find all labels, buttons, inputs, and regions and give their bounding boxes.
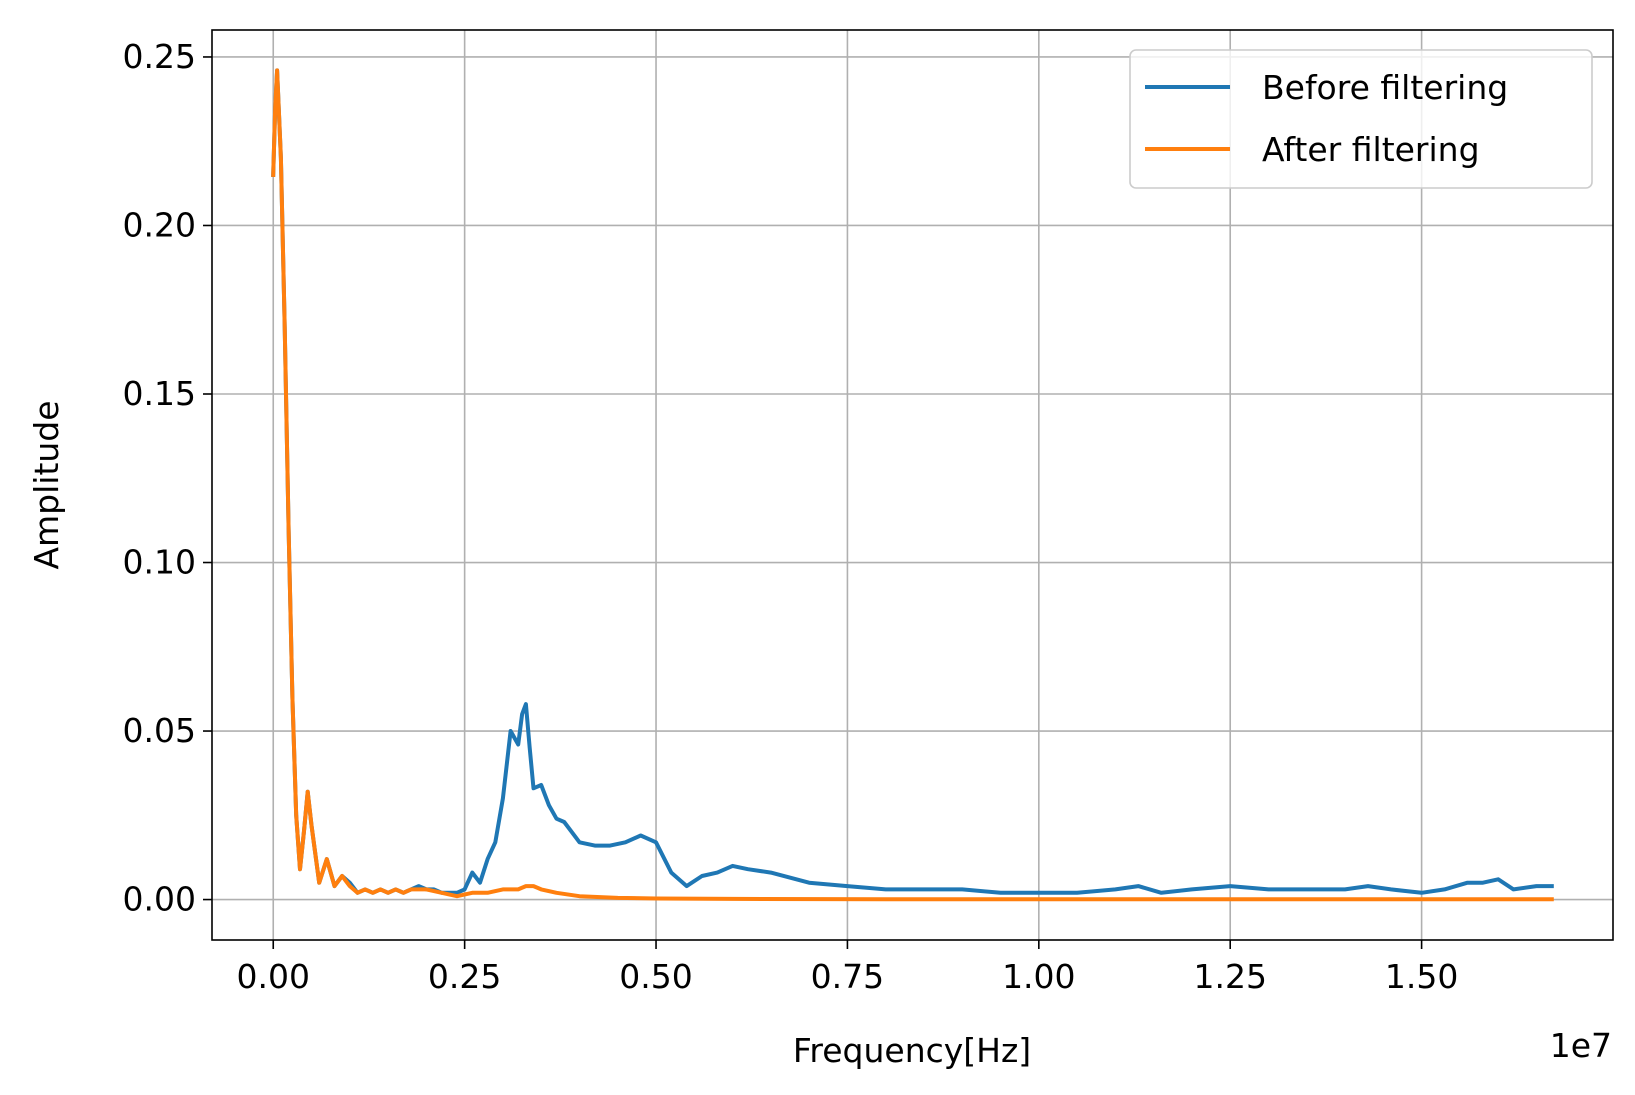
x-tick-label: 1.00	[1002, 957, 1075, 996]
x-axis-label: Frequency[Hz]	[793, 1031, 1031, 1070]
y-tick-label: 0.15	[123, 374, 196, 413]
legend-label-after-filtering: After filtering	[1262, 130, 1480, 169]
y-tick-label: 0.05	[123, 711, 196, 750]
y-axis-ticks: 0.00 0.05 0.10 0.15 0.20 0.25	[123, 37, 212, 919]
plot-frame	[211, 29, 1614, 941]
y-tick-label: 0.00	[123, 880, 196, 919]
legend: Before filtering After filtering	[1129, 49, 1593, 189]
y-axis-label: Amplitude	[27, 400, 66, 569]
y-tick-label: 0.20	[123, 205, 196, 244]
x-tick-label: 0.50	[619, 957, 692, 996]
plot-series	[271, 68, 1554, 902]
x-tick-label: 1.25	[1193, 957, 1266, 996]
x-tick-label: 0.75	[811, 957, 884, 996]
legend-label-before-filtering: Before filtering	[1262, 68, 1508, 107]
grid-lines	[212, 30, 1613, 940]
x-tick-label: 0.00	[237, 957, 310, 996]
x-axis-ticks: 0.00 0.25 0.50 0.75 1.00 1.25 1.50	[237, 940, 1458, 996]
y-tick-label: 0.10	[123, 543, 196, 582]
series-line-after-filtering	[271, 68, 1554, 902]
y-tick-label: 0.25	[123, 37, 196, 76]
x-tick-label: 0.25	[428, 957, 501, 996]
legend-box	[1129, 49, 1593, 189]
x-tick-label: 1.50	[1385, 957, 1458, 996]
x-axis-offset-label: 1e7	[1550, 1026, 1612, 1065]
